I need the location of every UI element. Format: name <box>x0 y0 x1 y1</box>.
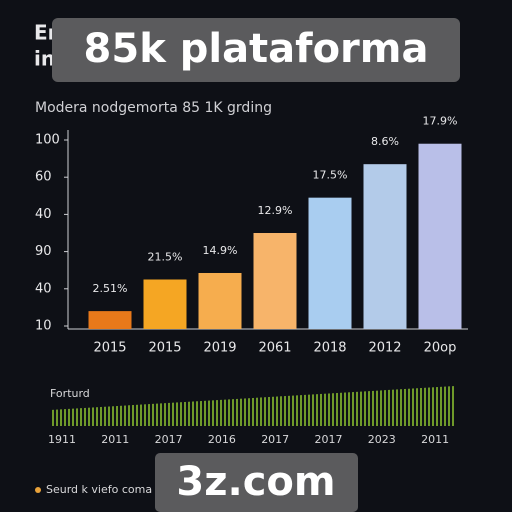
panel-tick-label: 2017 <box>261 433 289 446</box>
annotation: 17.9% <box>423 115 458 128</box>
bar <box>143 279 187 329</box>
panel-tick-label: 2011 <box>421 433 449 446</box>
x-tick-label: 2015 <box>93 341 126 356</box>
annotation: 14.9% <box>203 244 238 257</box>
panel-label: Forturd <box>50 387 90 400</box>
panel-tick-label: 2016 <box>208 433 236 446</box>
x-tick-label: 2018 <box>313 341 346 356</box>
annotation: 8.6% <box>371 135 399 148</box>
watermark: 3z.com <box>176 459 335 505</box>
annotation: 17.5% <box>313 169 348 182</box>
chart-subtitle: Modera nodgemorta 85 1K grding <box>35 100 272 116</box>
legend-text: Seurd k viefo coma <box>46 483 152 496</box>
y-tick-label: 60 <box>35 170 52 185</box>
bar <box>198 272 242 329</box>
header-fragment: in <box>34 47 55 71</box>
y-tick-label: 10 <box>35 319 52 334</box>
title-box <box>52 18 460 82</box>
y-tick-label: 40 <box>35 281 52 296</box>
annotation: 12.9% <box>258 204 293 217</box>
watermark-box <box>155 453 358 512</box>
panel-tick-label: 2023 <box>368 433 396 446</box>
x-tick-label: 2015 <box>148 341 181 356</box>
bar <box>308 197 352 329</box>
panel-tick-label: 2017 <box>315 433 343 446</box>
y-tick-label: 40 <box>35 207 52 222</box>
panel-tick-label: 1911 <box>48 433 76 446</box>
x-tick-label: 2061 <box>258 341 291 356</box>
annotation: 2.51% <box>93 282 128 295</box>
x-tick-label: 2019 <box>203 341 236 356</box>
green-band <box>50 386 455 426</box>
x-tick-label: 2012 <box>368 341 401 356</box>
y-tick-label: 100 <box>35 133 60 148</box>
bar <box>363 164 407 329</box>
chart-title: 85k plataforma <box>84 26 429 72</box>
header-fragment: Er <box>34 21 58 45</box>
bar <box>418 143 462 329</box>
panel-tick-label: 2017 <box>155 433 183 446</box>
legend-dot <box>35 487 41 493</box>
annotation: 21.5% <box>148 251 183 264</box>
bar <box>253 233 297 329</box>
x-tick-label: 20op <box>424 341 457 356</box>
y-tick-label: 90 <box>35 244 52 259</box>
bar <box>88 311 132 329</box>
panel-tick-label: 2011 <box>101 433 129 446</box>
